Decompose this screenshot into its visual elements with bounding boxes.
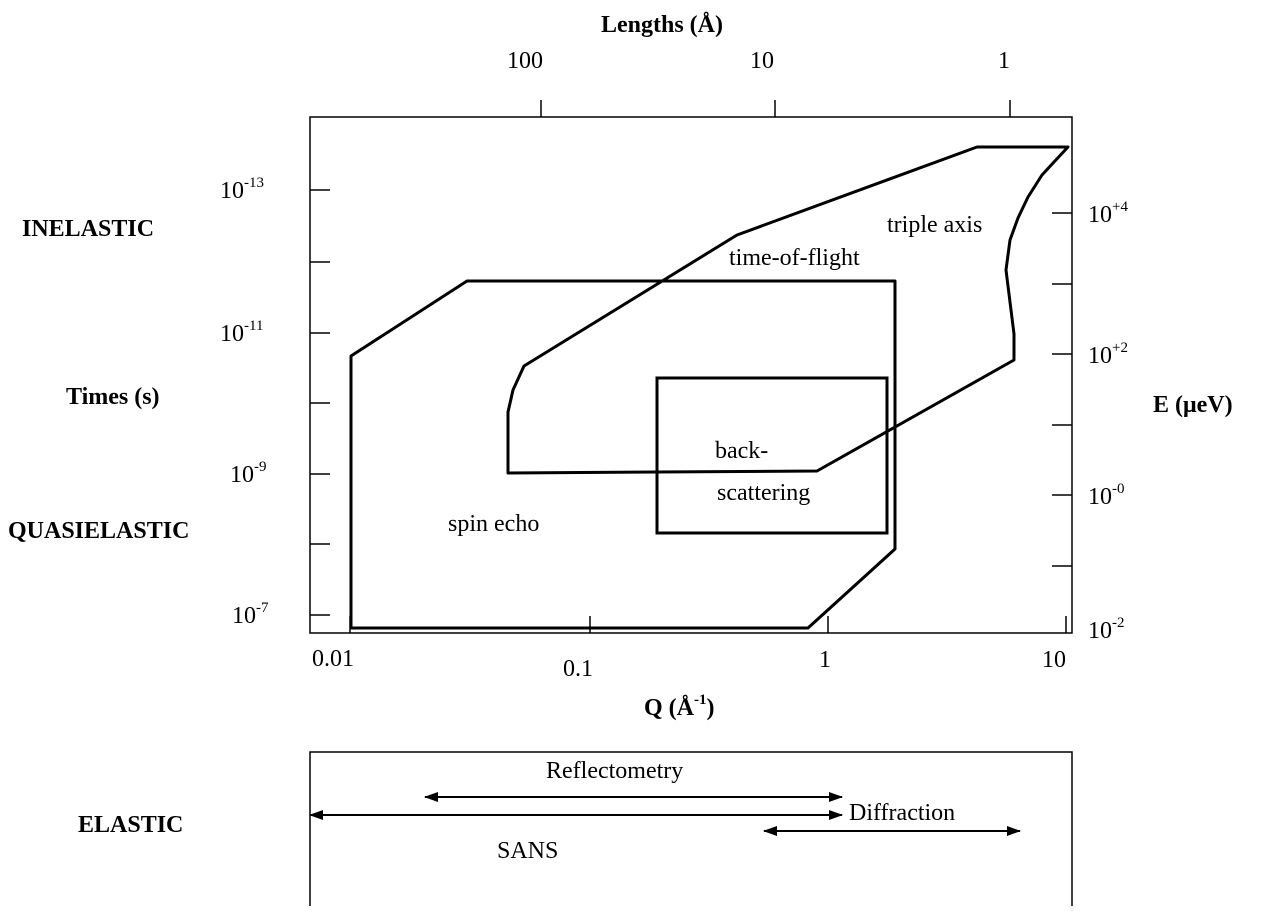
triple-axis-time-of-flight-region <box>506 145 1070 475</box>
spin-echo-label: spin echo <box>448 511 539 537</box>
sans-label: SANS <box>497 838 558 864</box>
quasielastic-label: QUASIELASTIC <box>8 518 189 544</box>
bottom-tick-label: 0.1 <box>563 656 593 682</box>
left-tick-label: 10-13 <box>220 175 264 204</box>
bottom-axis-ticks <box>349 616 1067 633</box>
top-tick-label: 100 <box>507 48 543 74</box>
right-tick-label: 10+2 <box>1088 340 1128 369</box>
top-axis-title: Lengths (Å) <box>601 12 723 38</box>
left-tick-label: 10-9 <box>230 459 267 488</box>
spin-echo-region <box>349 279 897 630</box>
left-axis-ticks <box>310 189 330 616</box>
bottom-tick-label: 0.01 <box>312 646 354 672</box>
right-tick-label: 10+4 <box>1088 199 1128 228</box>
elastic-label: ELASTIC <box>78 812 183 838</box>
right-axis-title: E (μeV) <box>1153 392 1233 418</box>
backscattering-region <box>655 376 889 535</box>
inelastic-label: INELASTIC <box>22 216 154 242</box>
plot-frame <box>309 116 1073 634</box>
right-tick-label: 10-0 <box>1088 481 1125 510</box>
top-tick-label: 10 <box>750 48 774 74</box>
elastic-panel-frame <box>309 751 1073 906</box>
triple-axis-label: triple axis <box>887 212 982 238</box>
reflectometry-label: Reflectometry <box>546 758 683 784</box>
left-tick-label: 10-7 <box>232 600 269 629</box>
left-tick-label: 10-11 <box>220 318 263 347</box>
top-tick-label: 1 <box>998 48 1010 74</box>
bottom-tick-label: 10 <box>1042 647 1066 673</box>
time-of-flight-label: time-of-flight <box>729 245 860 271</box>
diffraction-label: Diffraction <box>849 800 955 826</box>
bottom-axis-title: Q (Å-1) <box>644 692 715 721</box>
backscattering-label-line2: scattering <box>717 480 810 506</box>
right-axis-ticks <box>1052 212 1072 567</box>
left-axis-title: Times (s) <box>66 384 160 410</box>
top-axis-ticks <box>540 100 1011 117</box>
right-tick-label: 10-2 <box>1088 615 1125 644</box>
bottom-tick-label: 1 <box>819 647 831 673</box>
backscattering-label-line1: back- <box>715 438 768 464</box>
